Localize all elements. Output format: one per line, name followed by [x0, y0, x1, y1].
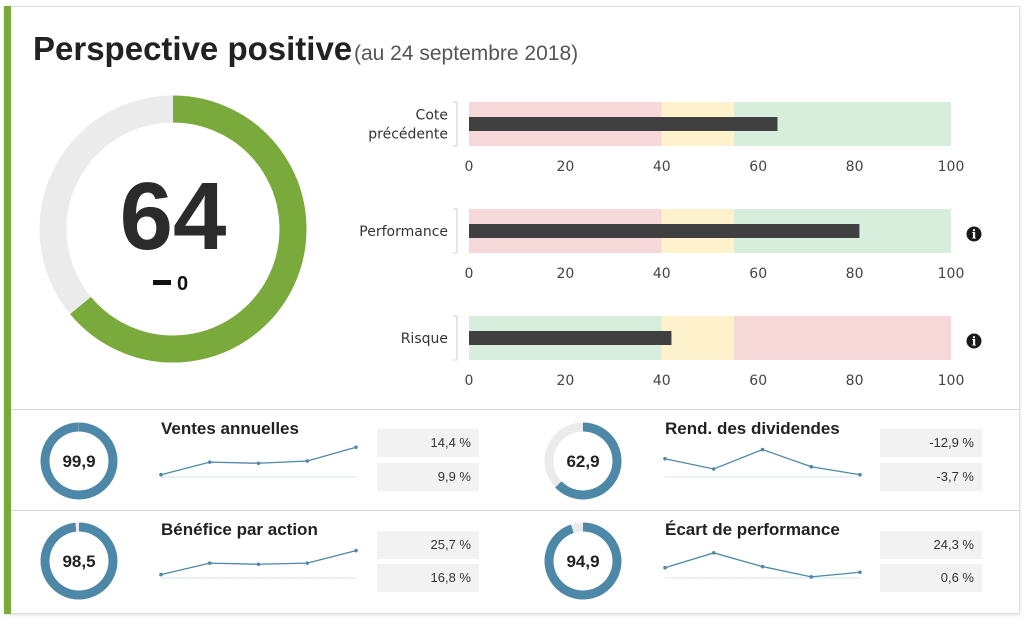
sparkline-point [858, 472, 862, 477]
sparkline-line [160, 446, 357, 476]
sparkline-point [305, 459, 310, 463]
bullet-zone-red [734, 316, 951, 360]
change-dash-icon [153, 280, 171, 285]
sparkline-point [711, 467, 716, 471]
sparkline-point [858, 570, 862, 575]
metric-gauge-fill [544, 522, 622, 600]
bullet-tick-label: 40 [653, 373, 671, 389]
info-icon [966, 333, 982, 349]
metric-score-ecart: 94,9 [566, 552, 600, 571]
metric-gauge-fill [40, 422, 118, 500]
sparkline-point [809, 464, 814, 469]
metric-score-ventes: 99,9 [62, 452, 96, 471]
sparkline-point [711, 551, 716, 555]
bullet-tick-label: 0 [465, 373, 474, 389]
bullet-bar [469, 117, 778, 131]
bullet-tick-label: 60 [749, 159, 767, 175]
info-icon-glyph: i [972, 228, 977, 242]
bullet-tick-label: 20 [556, 373, 574, 389]
sparkline-point [207, 561, 212, 565]
sparkline-point [663, 565, 667, 570]
metric-gauge-fill [555, 422, 622, 500]
bullet-tick-label: 60 [749, 373, 767, 389]
bullet-tick-label: 0 [465, 159, 474, 175]
bullet-tick-label: 100 [938, 373, 965, 389]
bullet-bar [469, 331, 672, 345]
score-value: 64 [120, 163, 227, 270]
sparkline-point [159, 572, 163, 577]
score-change: 0 [177, 273, 188, 295]
bullet-tick-label: 100 [938, 159, 965, 175]
bullet-tick-label: 80 [846, 266, 864, 282]
bullet-tick-label: 40 [653, 266, 671, 282]
bullet-tick-label: 0 [465, 266, 474, 282]
info-icon [966, 226, 982, 242]
metric-value-ecart-1: 24,3 % [880, 531, 982, 559]
bullet-label: Cote [416, 108, 448, 124]
sparkline-point [760, 564, 765, 569]
metric-title-ecart: Écart de performance [665, 520, 840, 539]
metric-title-dividendes: Rend. des dividendes [665, 419, 840, 438]
bullet-tick-label: 80 [846, 159, 864, 175]
metric-title-benefice: Bénéfice par action [161, 520, 318, 539]
bullet-zone-yellow [661, 316, 735, 360]
sparkline-point [809, 575, 814, 579]
metric-value-dividendes-2: -3,7 % [880, 463, 982, 491]
bullet-tick-label: 100 [938, 266, 965, 282]
page-title: Perspective positive [33, 30, 353, 67]
metric-value-dividendes-1: -12,9 % [880, 429, 982, 457]
bullet-bar [469, 224, 860, 238]
bullet-tick-label: 60 [749, 266, 767, 282]
sparkline-point [305, 561, 310, 565]
section-divider [11, 409, 1020, 410]
bullet-label: Performance [359, 224, 448, 240]
sparkline-point [663, 456, 667, 461]
bullet-tick-label: 80 [846, 373, 864, 389]
score-ring-fill [70, 95, 307, 363]
bullet-label: précédente [368, 127, 448, 143]
metric-title-ventes: Ventes annuelles [161, 419, 299, 438]
info-icon-glyph: i [972, 335, 977, 349]
metric-gauge-fill [40, 522, 118, 600]
bullet-tick-label: 20 [556, 266, 574, 282]
metric-value-benefice-2: 16,8 % [377, 564, 479, 592]
bullet-label: Risque [401, 331, 448, 347]
sparkline-point [207, 460, 212, 464]
section-divider [11, 510, 1020, 511]
metric-value-ecart-2: 0,6 % [880, 564, 982, 592]
metric-value-ventes-2: 9,9 % [377, 463, 479, 491]
bullet-tick-label: 40 [653, 159, 671, 175]
sparkline-point [354, 548, 358, 553]
sparkline-point [256, 562, 261, 567]
sparkline-point [760, 447, 765, 452]
page-subtitle: (au 24 septembre 2018) [354, 42, 579, 65]
sparkline-line [664, 448, 861, 476]
metric-score-benefice: 98,5 [62, 552, 96, 571]
sparkline-point [256, 461, 261, 466]
bullet-tick-label: 20 [556, 159, 574, 175]
sparkline-point [159, 472, 163, 477]
sparkline-point [354, 445, 358, 450]
accent-bar [4, 6, 11, 614]
metric-score-dividendes: 62,9 [566, 452, 600, 471]
metric-value-ventes-1: 14,4 % [377, 429, 479, 457]
metric-value-benefice-1: 25,7 % [377, 531, 479, 559]
